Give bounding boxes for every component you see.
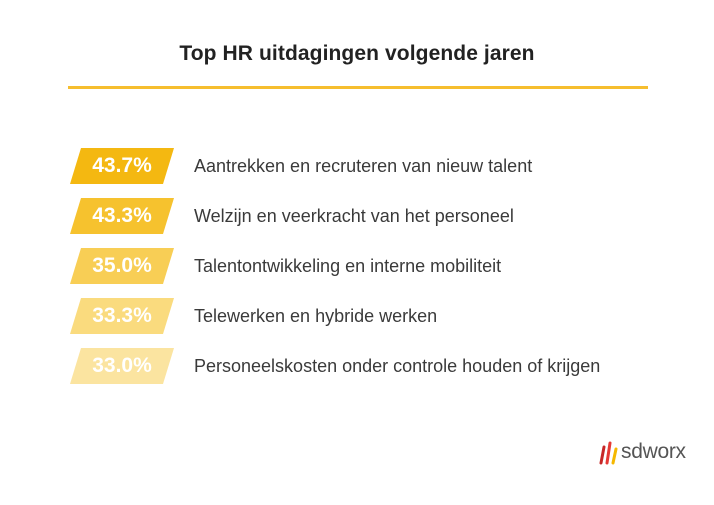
category-label: Personeelskosten onder controle houden o… xyxy=(194,356,601,376)
ranking-row: 33.0% Personeelskosten onder controle ho… xyxy=(0,346,714,396)
value-label: 43.7% xyxy=(92,154,152,177)
category-label: Telewerken en hybride werken xyxy=(194,306,438,326)
ranking-row: 43.7% Aantrekken en recruteren van nieuw… xyxy=(0,146,714,196)
logo-text: sdworx xyxy=(621,440,686,463)
title-underline xyxy=(68,86,648,89)
value-label: 33.0% xyxy=(92,354,152,377)
logo-slash-1 xyxy=(599,445,606,465)
value-badge xyxy=(70,198,174,234)
value-label: 33.3% xyxy=(92,304,152,327)
logo-slash-3 xyxy=(611,447,618,465)
category-label: Aantrekken en recruteren van nieuw talen… xyxy=(194,156,533,176)
ranking-row: 33.3% Telewerken en hybride werken xyxy=(0,296,714,346)
ranking-row: 43.3% Welzijn en veerkracht van het pers… xyxy=(0,196,714,246)
ranking-row: 35.0% Talentontwikkeling en interne mobi… xyxy=(0,246,714,296)
ranking-list: 43.7% Aantrekken en recruteren van nieuw… xyxy=(0,146,714,396)
sdworx-logo: sdworx xyxy=(598,437,686,467)
chart-title: Top HR uitdagingen volgende jaren xyxy=(179,42,535,65)
logo-slash-2 xyxy=(605,441,612,465)
value-label: 35.0% xyxy=(92,254,152,277)
value-badge xyxy=(70,148,174,184)
category-label: Talentontwikkeling en interne mobiliteit xyxy=(194,256,502,276)
value-badge xyxy=(70,348,174,384)
value-label: 43.3% xyxy=(92,204,152,227)
value-badge xyxy=(70,248,174,284)
value-badge xyxy=(70,298,174,334)
sdworx-slashes-icon xyxy=(599,441,618,465)
category-label: Welzijn en veerkracht van het personeel xyxy=(194,206,514,226)
